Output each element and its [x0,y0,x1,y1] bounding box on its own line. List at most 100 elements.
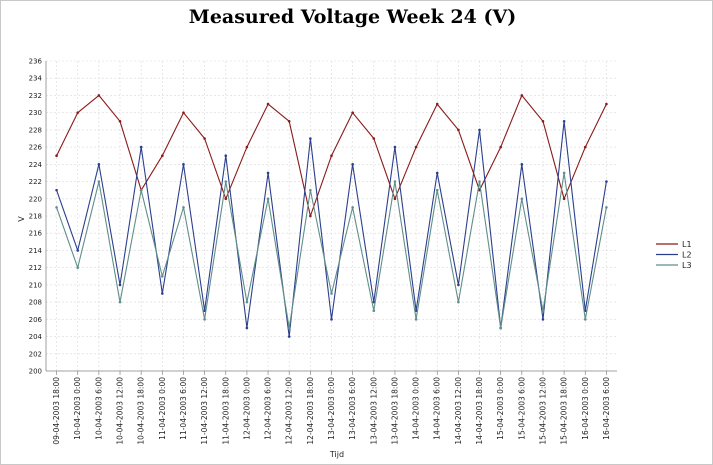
data-point-l3 [76,266,80,269]
y-tick-label: 204 [29,333,43,341]
data-point-l1 [372,137,376,140]
data-point-l1 [520,94,524,97]
data-point-l1 [499,145,502,149]
data-point-l1 [414,145,418,149]
x-tick-label: 16-04-2003 0:00 [581,377,590,440]
data-point-l3 [414,318,418,321]
y-axis-label: V [17,216,26,222]
data-point-l3 [541,309,545,313]
y-tick-label: 228 [29,126,42,134]
x-tick-label: 12-04-2003 6:00 [264,377,273,440]
x-tick-label: 12-04-2003 12:00 [285,377,294,445]
data-point-l2 [541,318,545,321]
series-lines [55,94,608,338]
data-point-l3 [266,197,270,201]
data-point-l2 [203,309,206,313]
data-point-l1 [309,214,312,218]
x-tick-label: 09-04-2003 18:00 [52,377,61,445]
x-tick-label: 15-04-2003 0:00 [496,377,505,440]
legend-label-l3: L3 [682,261,692,270]
y-tick-label: 218 [29,213,42,221]
data-point-l1 [266,102,270,106]
data-point-l2 [435,171,439,175]
y-tick-label: 222 [29,178,42,186]
data-point-l2 [351,163,354,166]
x-tick-label: 14-04-2003 12:00 [454,377,463,445]
data-point-l3 [520,197,524,201]
x-tick-label: 11-04-2003 18:00 [221,377,230,445]
data-point-l2 [605,180,608,183]
y-tick-label: 214 [29,247,43,255]
data-point-l2 [309,137,312,140]
x-tick-label: 14-04-2003 18:00 [475,377,484,445]
x-axis-label: Tijd [329,450,344,459]
data-point-l1 [393,197,397,201]
y-tick-label: 216 [29,230,43,238]
data-point-l1 [583,145,587,149]
data-point-l3 [55,206,58,209]
data-point-l3 [203,318,206,321]
data-point-l2 [457,283,460,287]
x-tick-label: 15-04-2003 6:00 [517,377,526,440]
x-tick-label: 13-04-2003 6:00 [348,377,357,440]
data-point-l2 [97,163,101,166]
data-point-l3 [118,300,122,304]
x-tick-label: 15-04-2003 18:00 [560,377,569,445]
x-tick-label: 14-04-2003 0:00 [412,377,421,440]
data-point-l3 [161,274,164,278]
data-point-l3 [478,180,481,183]
y-ticks: 200 202 204 206 208 210 212 214 216 218 220 222 224 2… [29,58,43,376]
data-point-l2 [182,163,185,166]
data-point-l3 [457,300,460,304]
data-point-l3 [330,292,333,295]
data-point-l2 [139,145,143,149]
data-point-l2 [161,292,164,295]
data-point-l3 [182,206,185,209]
y-tick-label: 234 [29,75,43,83]
y-tick-label: 202 [29,350,42,358]
y-tick-label: 230 [29,109,42,117]
data-point-l1 [182,111,185,114]
x-tick-label: 10-04-2003 18:00 [137,377,146,445]
data-point-l2 [76,249,80,252]
data-point-l1 [605,102,608,106]
data-point-l2 [245,326,249,330]
y-tick-label: 206 [29,316,43,324]
data-point-l3 [605,206,608,209]
data-point-l3 [583,318,587,321]
data-point-l2 [266,171,270,175]
y-tick-label: 210 [29,281,42,289]
data-point-l1 [245,145,249,149]
data-point-l3 [287,326,291,330]
data-point-l2 [393,145,397,149]
data-point-l1 [76,111,80,114]
data-point-l1 [435,102,439,106]
data-point-l1 [118,119,122,123]
data-point-l3 [139,188,143,192]
data-point-l1 [287,119,291,123]
x-tick-label: 10-04-2003 12:00 [116,377,125,445]
x-tick-label: 11-04-2003 0:00 [158,377,167,440]
data-point-l2 [414,309,418,313]
data-point-l1 [224,197,228,201]
axes [45,61,617,372]
data-point-l3 [393,180,397,183]
data-point-l1 [541,119,545,123]
data-point-l1 [330,154,333,158]
data-point-l2 [478,128,481,132]
x-ticks: 09-04-2003 18:00 10-04-2003 0:00 10-04-200… [52,371,611,445]
x-tick-label: 10-04-2003 0:00 [73,377,82,440]
x-tick-label: 13-04-2003 18:00 [390,377,399,445]
data-point-l2 [562,119,566,123]
data-point-l1 [457,128,460,132]
data-point-l1 [351,111,354,114]
chart-title: Measured Voltage Week 24 (V) [188,6,517,28]
data-point-l3 [224,180,228,183]
data-point-l2 [520,163,524,166]
data-point-l1 [161,154,164,158]
data-point-l2 [118,283,122,287]
data-point-l3 [499,326,502,330]
x-tick-label: 14-04-2003 6:00 [433,377,442,440]
